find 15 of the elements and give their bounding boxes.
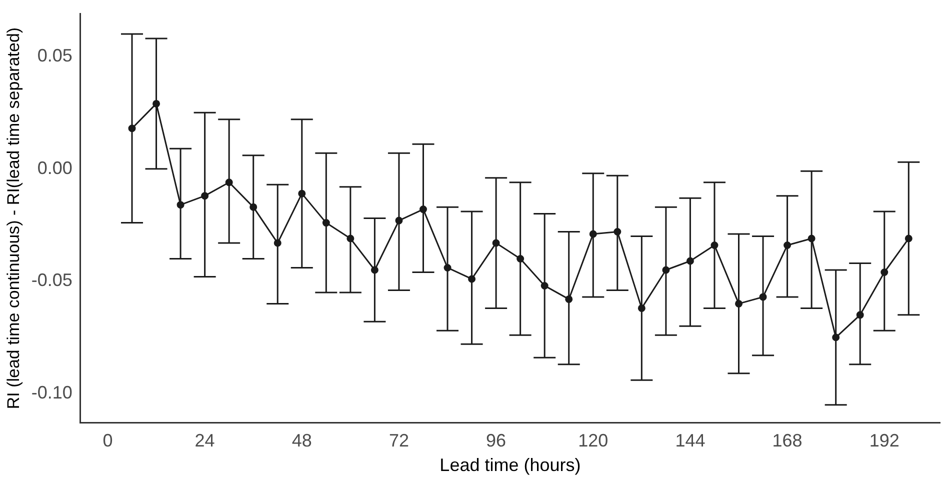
- y-axis-title: RI (lead time continuous) - RI(lead time separated): [4, 27, 23, 410]
- x-tick-label: 192: [869, 430, 900, 451]
- y-tick-label: 0.05: [37, 45, 72, 66]
- y-tick-label: -0.10: [31, 382, 72, 403]
- x-tick-label: 48: [292, 430, 312, 451]
- y-tick-label: -0.05: [31, 270, 72, 290]
- x-tick-label: 144: [675, 430, 706, 451]
- x-tick-label: 96: [486, 430, 506, 451]
- x-tick-label: 120: [578, 430, 608, 451]
- x-axis-title: Lead time (hours): [440, 455, 581, 476]
- y-tick-label: 0.00: [37, 158, 72, 178]
- x-tick-label: 168: [772, 430, 802, 451]
- x-tick-label: 24: [194, 430, 215, 451]
- x-tick-label: 0: [102, 430, 113, 451]
- x-tick-label: 72: [388, 430, 409, 451]
